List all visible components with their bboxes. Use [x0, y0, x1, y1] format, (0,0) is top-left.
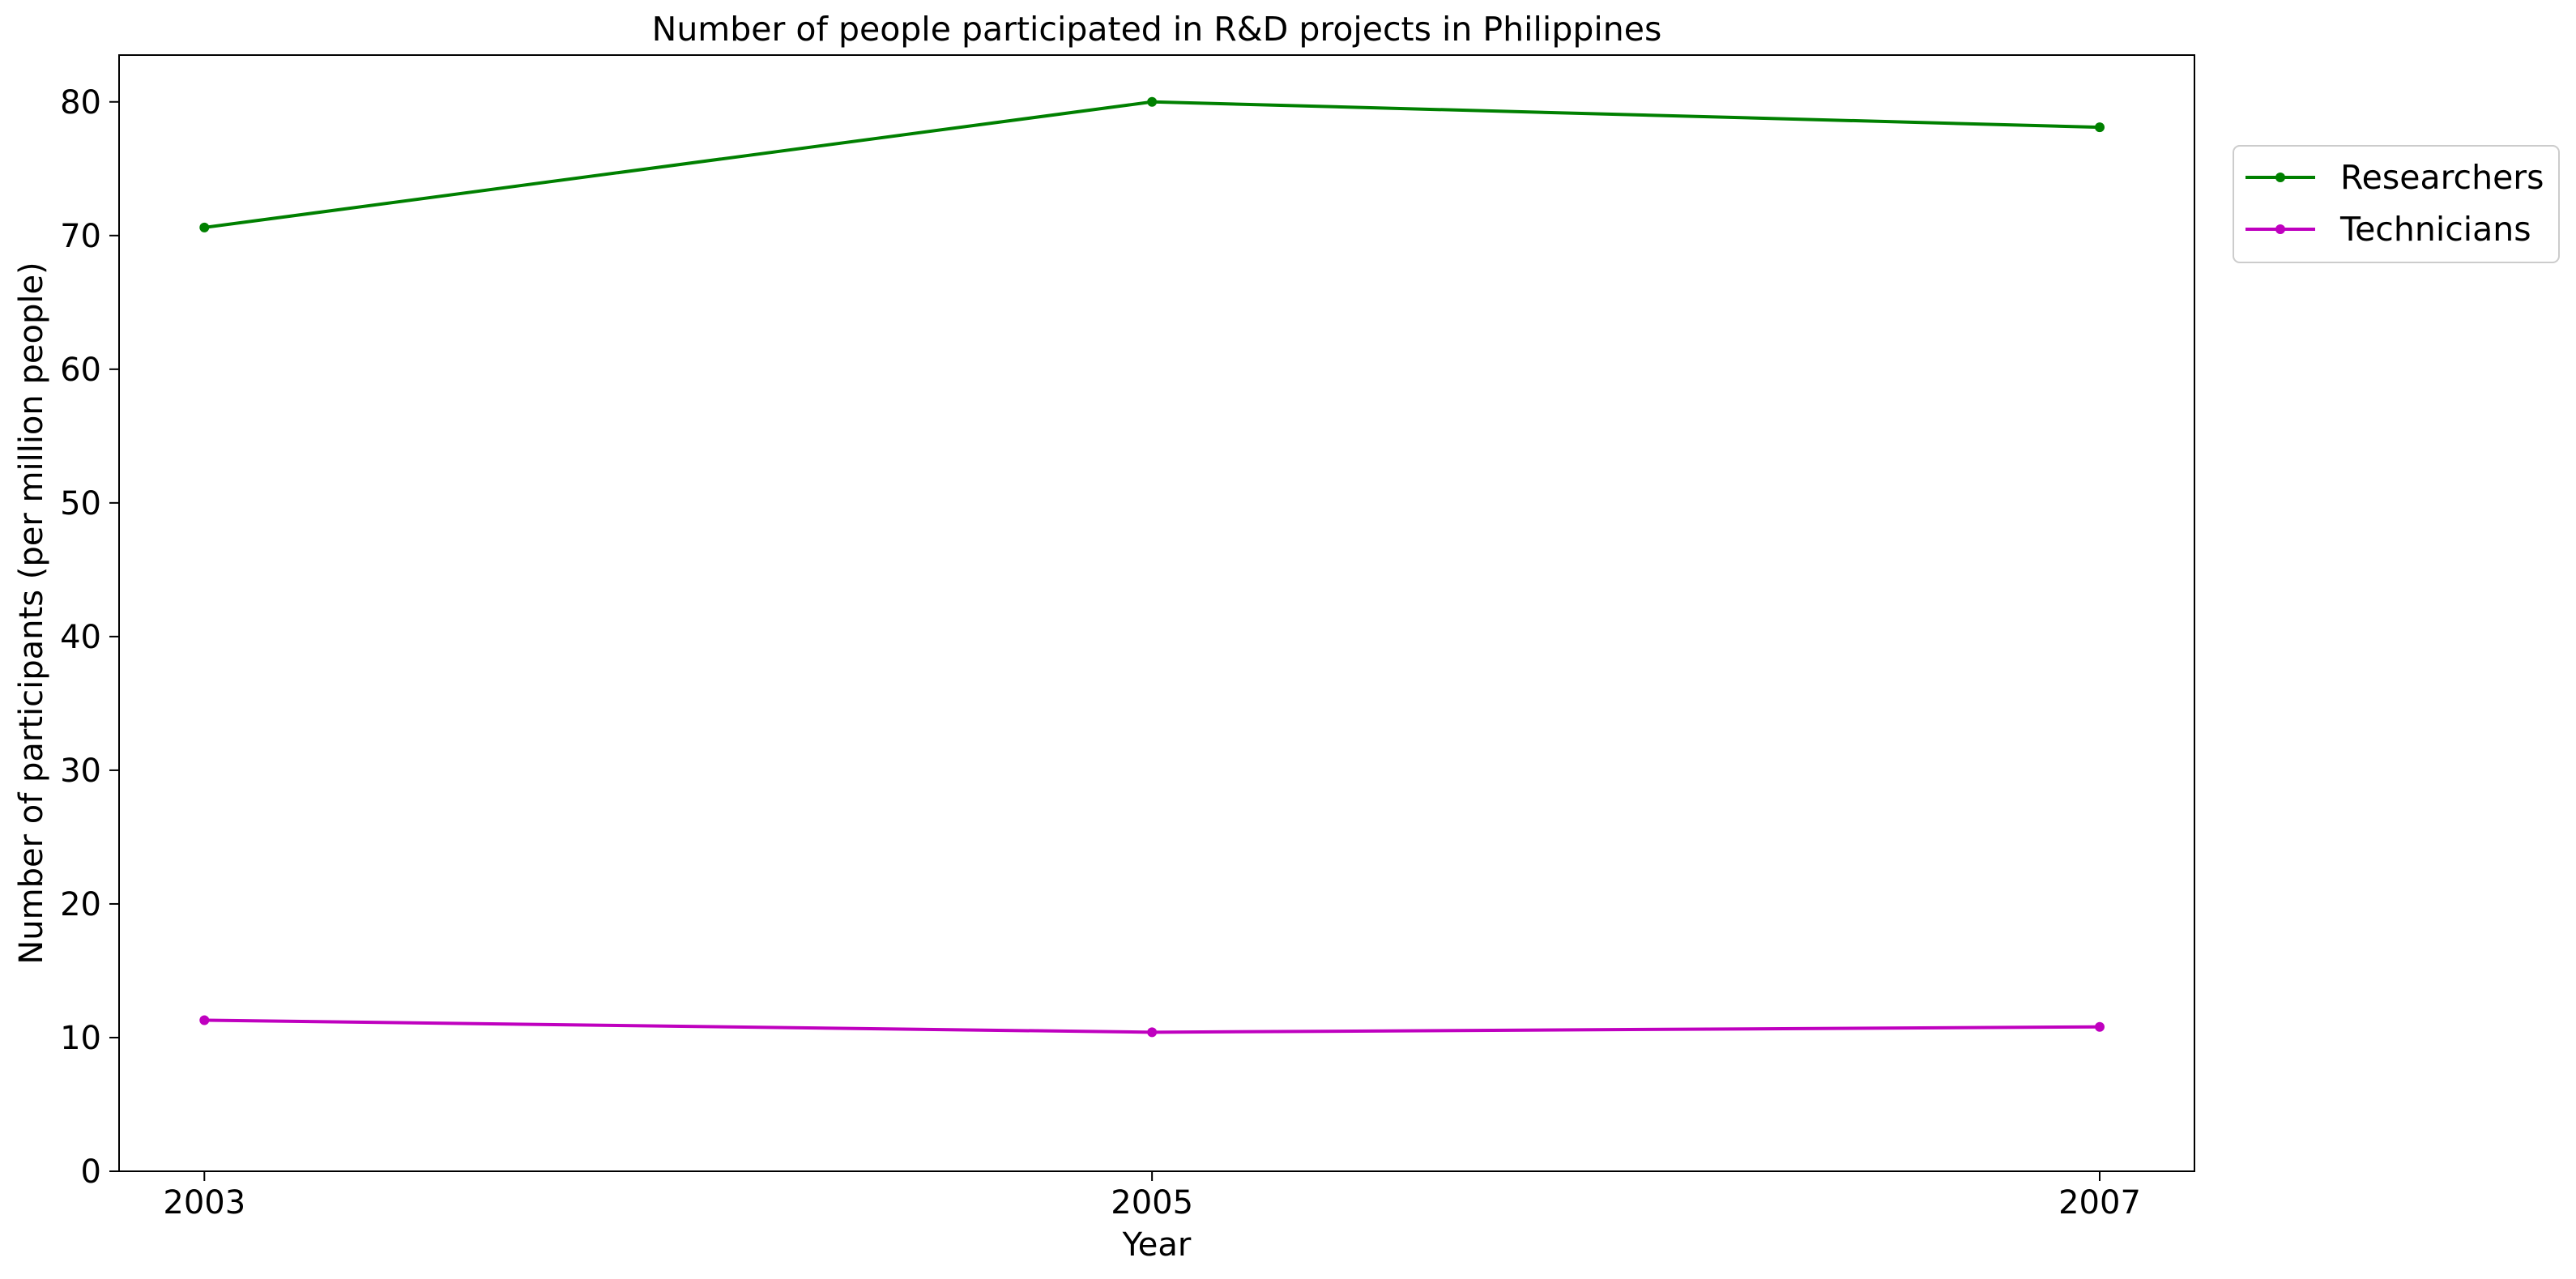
- x-tick-label-2007: 2007: [2058, 1184, 2141, 1221]
- data-point-technicians-2003: [199, 1015, 210, 1025]
- y-axis-label: Number of participants (per million peop…: [13, 262, 50, 964]
- y-tick-label-70: 70: [60, 218, 101, 255]
- y-tick-label-60: 60: [60, 352, 101, 389]
- y-tick-label-80: 80: [60, 84, 101, 122]
- data-point-researchers-2003: [199, 222, 210, 232]
- y-tick-label-50: 50: [60, 485, 101, 522]
- series-layer: [199, 96, 2105, 1038]
- y-tick-label-20: 20: [60, 886, 101, 923]
- plot-area: [118, 54, 2195, 1172]
- legend-box: [2233, 145, 2560, 263]
- x-tick-label-2005: 2005: [1111, 1184, 1193, 1221]
- legend-marker-researchers: [2275, 173, 2285, 182]
- legend-marker-technicians: [2275, 224, 2285, 234]
- y-tick-label-40: 40: [60, 619, 101, 656]
- data-point-technicians-2007: [2095, 1021, 2105, 1032]
- data-point-researchers-2007: [2095, 122, 2105, 133]
- legend-label-technicians: Technicians: [2339, 210, 2531, 249]
- x-axis-label: Year: [1122, 1226, 1192, 1264]
- chart-title: Number of people participated in R&D pro…: [652, 10, 1662, 49]
- legend: Researchers Technicians: [2233, 145, 2560, 263]
- y-tick-label-30: 30: [60, 752, 101, 790]
- data-point-researchers-2005: [1147, 96, 1158, 107]
- y-axis: 0 10 20 30 40 50 60 70 80: [60, 84, 119, 1191]
- y-tick-label-10: 10: [60, 1020, 101, 1057]
- y-tick-label-0: 0: [81, 1153, 101, 1191]
- x-axis: 2003 2005 2007: [163, 1171, 2141, 1221]
- data-point-technicians-2005: [1147, 1027, 1158, 1038]
- x-tick-label-2003: 2003: [163, 1184, 245, 1221]
- legend-label-researchers: Researchers: [2340, 158, 2544, 197]
